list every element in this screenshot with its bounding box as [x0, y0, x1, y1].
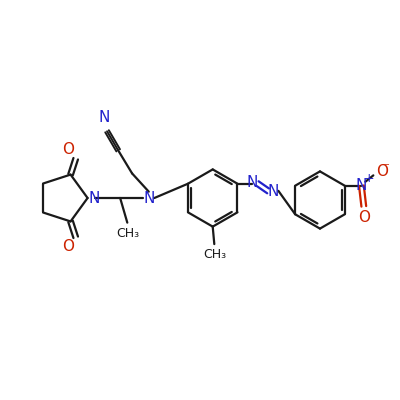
Text: N: N [89, 190, 100, 206]
Text: CH₃: CH₃ [204, 248, 227, 261]
Text: N: N [268, 184, 279, 199]
Text: N: N [247, 176, 258, 190]
Text: N: N [99, 110, 110, 124]
Text: CH₃: CH₃ [116, 227, 140, 240]
Text: O: O [62, 239, 74, 254]
Text: ⁻: ⁻ [382, 160, 390, 175]
Text: O: O [376, 164, 388, 179]
Text: N: N [143, 190, 154, 206]
Text: O: O [62, 142, 74, 157]
Text: N: N [356, 178, 367, 193]
Text: O: O [358, 210, 370, 225]
Text: +: + [363, 172, 374, 185]
